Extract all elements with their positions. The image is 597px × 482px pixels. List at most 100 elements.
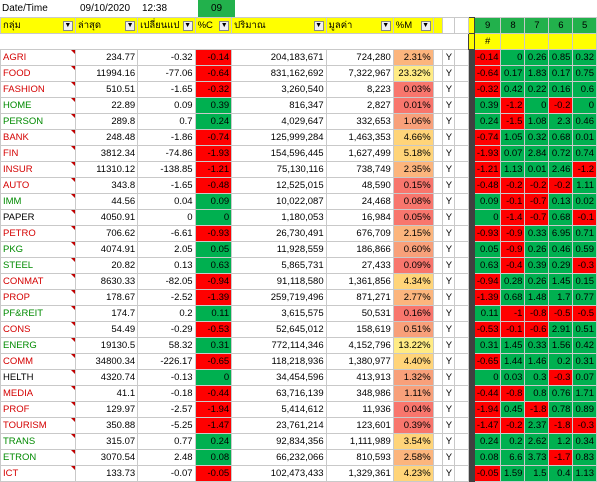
last-price[interactable]: 8630.33 — [74, 273, 139, 290]
pct-market-value[interactable]: 0.09% — [392, 257, 434, 274]
value[interactable]: 4,152,796 — [325, 337, 394, 354]
last-price[interactable]: 133.73 — [74, 465, 139, 482]
history-cell[interactable]: 0.42 — [500, 81, 526, 98]
last-price[interactable]: 174.7 — [74, 305, 139, 322]
last-price[interactable]: 3812.34 — [74, 145, 139, 162]
history-cell[interactable]: 1.59 — [500, 465, 526, 482]
sector-name[interactable]: FOOD — [0, 65, 76, 82]
flag[interactable] — [432, 433, 444, 450]
pct-change[interactable]: -0.44 — [194, 385, 233, 402]
history-cell[interactable]: -0.1 — [500, 193, 526, 210]
y-flag[interactable]: Y — [442, 353, 456, 370]
sector-name[interactable]: PERSON — [0, 113, 76, 130]
history-cell[interactable]: 0.29 — [548, 257, 574, 274]
volume[interactable]: 92,834,356 — [231, 433, 327, 450]
y-flag[interactable]: Y — [442, 145, 456, 162]
history-cell[interactable]: 0.76 — [548, 385, 574, 402]
pct-change[interactable]: -1.39 — [194, 289, 233, 306]
volume[interactable]: 26,730,491 — [231, 225, 327, 242]
last-price[interactable]: 4074.91 — [74, 241, 139, 258]
value[interactable]: 158,619 — [325, 321, 394, 338]
flag[interactable] — [432, 129, 444, 146]
pct-change[interactable]: -1.47 — [194, 417, 233, 434]
history-cell[interactable]: 0.8 — [524, 385, 550, 402]
history-cell[interactable]: 1.2 — [548, 433, 574, 450]
history-cell[interactable]: 0.11 — [473, 305, 502, 322]
sector-name[interactable]: STEEL — [0, 257, 76, 274]
flag[interactable] — [432, 193, 444, 210]
history-cell[interactable]: -0.05 — [473, 465, 502, 482]
sector-name[interactable]: ETRON — [0, 449, 76, 466]
flag[interactable] — [432, 321, 444, 338]
volume[interactable]: 12,525,015 — [231, 177, 327, 194]
value[interactable]: 8,223 — [325, 81, 394, 98]
value[interactable]: 413,913 — [325, 369, 394, 386]
y-flag[interactable]: Y — [442, 321, 456, 338]
flag[interactable] — [432, 145, 444, 162]
history-cell[interactable]: 0.34 — [572, 433, 597, 450]
history-cell[interactable]: 0.39 — [473, 97, 502, 114]
history-cell[interactable]: 0.63 — [473, 257, 502, 274]
y-flag[interactable]: Y — [442, 161, 456, 178]
flag[interactable] — [432, 81, 444, 98]
history-cell[interactable]: 0.3 — [524, 369, 550, 386]
change[interactable]: 0 — [137, 209, 196, 226]
y-flag[interactable]: Y — [442, 241, 456, 258]
history-cell[interactable]: 1.56 — [548, 337, 574, 354]
flag[interactable] — [432, 273, 444, 290]
flag[interactable] — [432, 177, 444, 194]
sector-name[interactable]: INSUR — [0, 161, 76, 178]
last-price[interactable]: 4050.91 — [74, 209, 139, 226]
history-cell[interactable]: -0.8 — [524, 305, 550, 322]
pct-market-value[interactable]: 4.40% — [392, 353, 434, 370]
volume[interactable]: 3,260,540 — [231, 81, 327, 98]
sector-name[interactable]: PF&REIT — [0, 305, 76, 322]
history-cell[interactable]: 0.39 — [524, 257, 550, 274]
last-price[interactable]: 129.97 — [74, 401, 139, 418]
pct-market-value[interactable]: 0.60% — [392, 241, 434, 258]
volume[interactable]: 5,414,612 — [231, 401, 327, 418]
history-cell[interactable]: -0.53 — [473, 321, 502, 338]
last-price[interactable]: 41.1 — [74, 385, 139, 402]
history-cell[interactable]: -0.7 — [524, 209, 550, 226]
history-cell[interactable]: -1.5 — [500, 113, 526, 130]
history-cell[interactable]: 6.6 — [500, 449, 526, 466]
value[interactable]: 27,433 — [325, 257, 394, 274]
y-flag[interactable]: Y — [442, 209, 456, 226]
value[interactable]: 676,709 — [325, 225, 394, 242]
pct-market-value[interactable]: 1.06% — [392, 113, 434, 130]
history-cell[interactable]: 1.11 — [572, 177, 597, 194]
y-flag[interactable]: Y — [442, 65, 456, 82]
value[interactable]: 123,601 — [325, 417, 394, 434]
history-cell[interactable]: 0.77 — [572, 289, 597, 306]
history-cell[interactable]: -1.8 — [548, 417, 574, 434]
history-cell[interactable]: 0.07 — [572, 369, 597, 386]
change[interactable]: 2.48 — [137, 449, 196, 466]
history-cell[interactable]: -1.94 — [473, 401, 502, 418]
pct-change[interactable]: 0.63 — [194, 257, 233, 274]
history-cell[interactable]: -0.65 — [473, 353, 502, 370]
history-cell[interactable]: 0.02 — [572, 193, 597, 210]
history-cell[interactable]: 0.24 — [473, 433, 502, 450]
change[interactable]: 0.13 — [137, 257, 196, 274]
change[interactable]: -1.86 — [137, 129, 196, 146]
value[interactable]: 48,590 — [325, 177, 394, 194]
sector-name[interactable]: PKG — [0, 241, 76, 258]
value[interactable]: 16,984 — [325, 209, 394, 226]
history-cell[interactable]: 1.48 — [524, 289, 550, 306]
pct-change[interactable]: 0.11 — [194, 305, 233, 322]
history-cell[interactable]: -0.94 — [473, 273, 502, 290]
pct-market-value[interactable]: 0.04% — [392, 401, 434, 418]
sector-name[interactable]: HELTH — [0, 369, 76, 386]
pct-market-value[interactable]: 2.15% — [392, 225, 434, 242]
pct-market-value[interactable]: 23.32% — [392, 65, 434, 82]
pct-change[interactable]: -0.65 — [194, 353, 233, 370]
flag[interactable] — [432, 353, 444, 370]
col-header-filter[interactable] — [442, 17, 456, 34]
history-cell[interactable]: -0.2 — [500, 177, 526, 194]
history-cell[interactable]: 0.24 — [473, 113, 502, 130]
history-cell[interactable]: 2.46 — [548, 161, 574, 178]
value[interactable]: 332,653 — [325, 113, 394, 130]
history-cell[interactable]: 0.68 — [548, 209, 574, 226]
pct-change[interactable]: -1.94 — [194, 401, 233, 418]
